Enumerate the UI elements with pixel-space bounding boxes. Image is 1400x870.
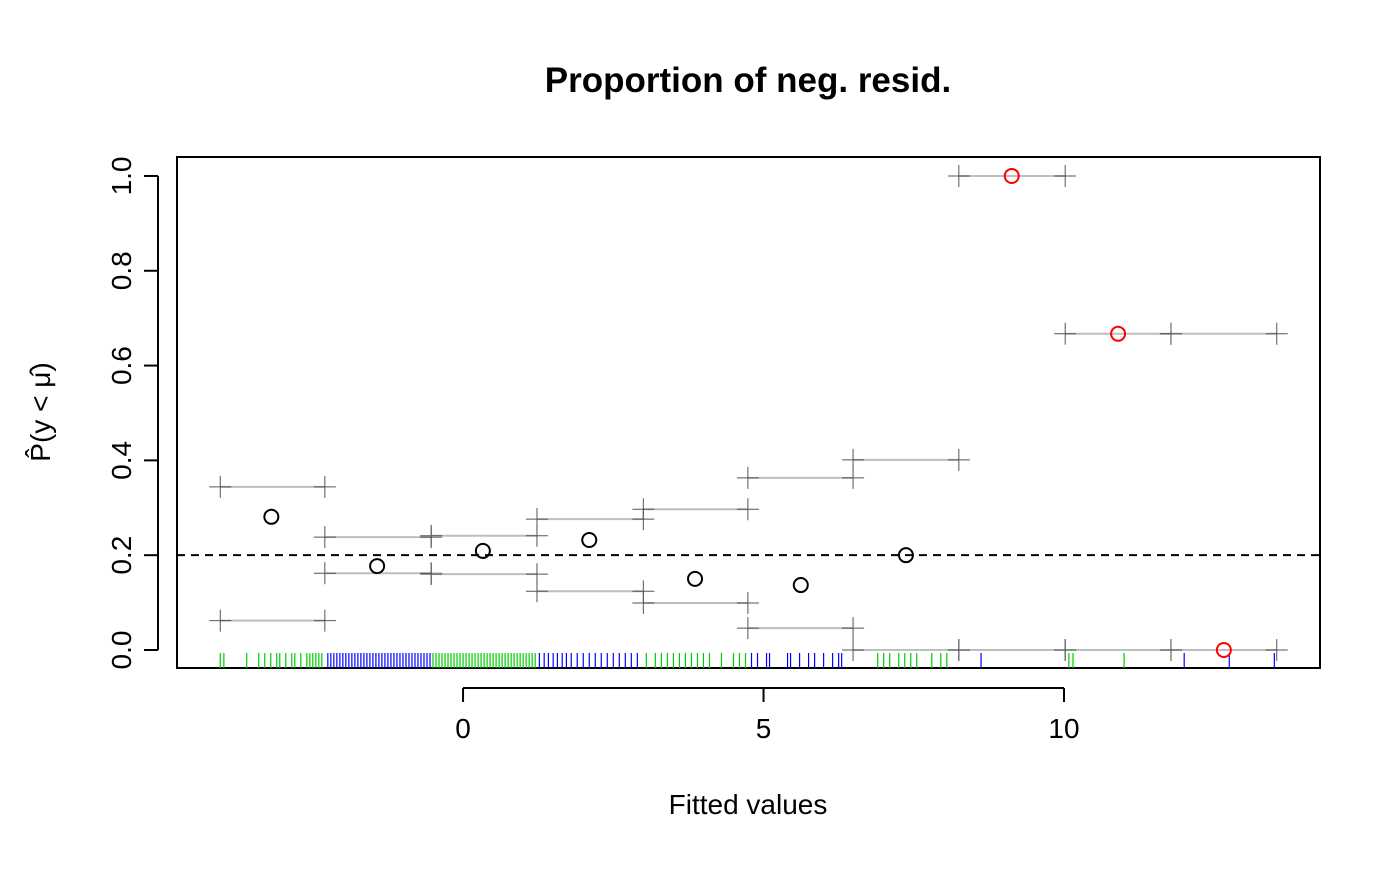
x-tick-label: 5 — [756, 713, 772, 744]
interval-end — [313, 526, 336, 549]
point — [1110, 325, 1127, 342]
chart-title: Proportion of neg. resid. — [545, 61, 951, 100]
interval-end — [1159, 638, 1182, 661]
interval-end — [842, 448, 865, 471]
point — [581, 532, 598, 549]
interval-end — [736, 498, 759, 521]
point — [897, 547, 914, 564]
interval-end — [947, 164, 970, 187]
interval-end — [1054, 322, 1077, 345]
interval-end — [420, 524, 443, 547]
interval-end — [1265, 322, 1288, 345]
interval-end — [1054, 638, 1077, 661]
interval-end — [209, 609, 232, 632]
interval-end — [947, 638, 970, 661]
y-tick-label: 0.4 — [106, 441, 137, 480]
interval-end — [632, 592, 655, 615]
interval-end — [313, 562, 336, 585]
x-tick-label: 10 — [1048, 713, 1079, 744]
interval-end — [736, 592, 759, 615]
y-tick-label: 0.0 — [106, 631, 137, 670]
interval-end — [842, 617, 865, 640]
interval-end — [420, 563, 443, 586]
interval-end — [947, 448, 970, 471]
point — [1215, 641, 1232, 658]
interval-end — [525, 508, 548, 531]
y-tick-label: 0.6 — [106, 346, 137, 385]
interval-end — [209, 475, 232, 498]
point — [474, 542, 491, 559]
interval-end — [313, 475, 336, 498]
y-tick-label: 0.8 — [106, 251, 137, 290]
point — [263, 508, 280, 525]
interval-end — [842, 638, 865, 661]
point — [1003, 167, 1020, 184]
point — [687, 570, 704, 587]
interval-end — [632, 498, 655, 521]
x-tick-label: 0 — [455, 713, 471, 744]
interval-end — [736, 466, 759, 489]
point — [369, 558, 386, 575]
y-axis-label: P̂(y < μ̂) — [25, 362, 56, 461]
interval-end — [1054, 164, 1077, 187]
y-tick-label: 0.2 — [106, 536, 137, 575]
interval-end — [525, 580, 548, 603]
interval-end — [313, 609, 336, 632]
point — [792, 577, 809, 594]
y-tick-label: 1.0 — [106, 156, 137, 195]
interval-end — [1265, 638, 1288, 661]
interval-end — [1159, 322, 1182, 345]
x-axis-label: Fitted values — [669, 789, 828, 820]
plot-frame — [176, 156, 1321, 669]
interval-end — [736, 617, 759, 640]
